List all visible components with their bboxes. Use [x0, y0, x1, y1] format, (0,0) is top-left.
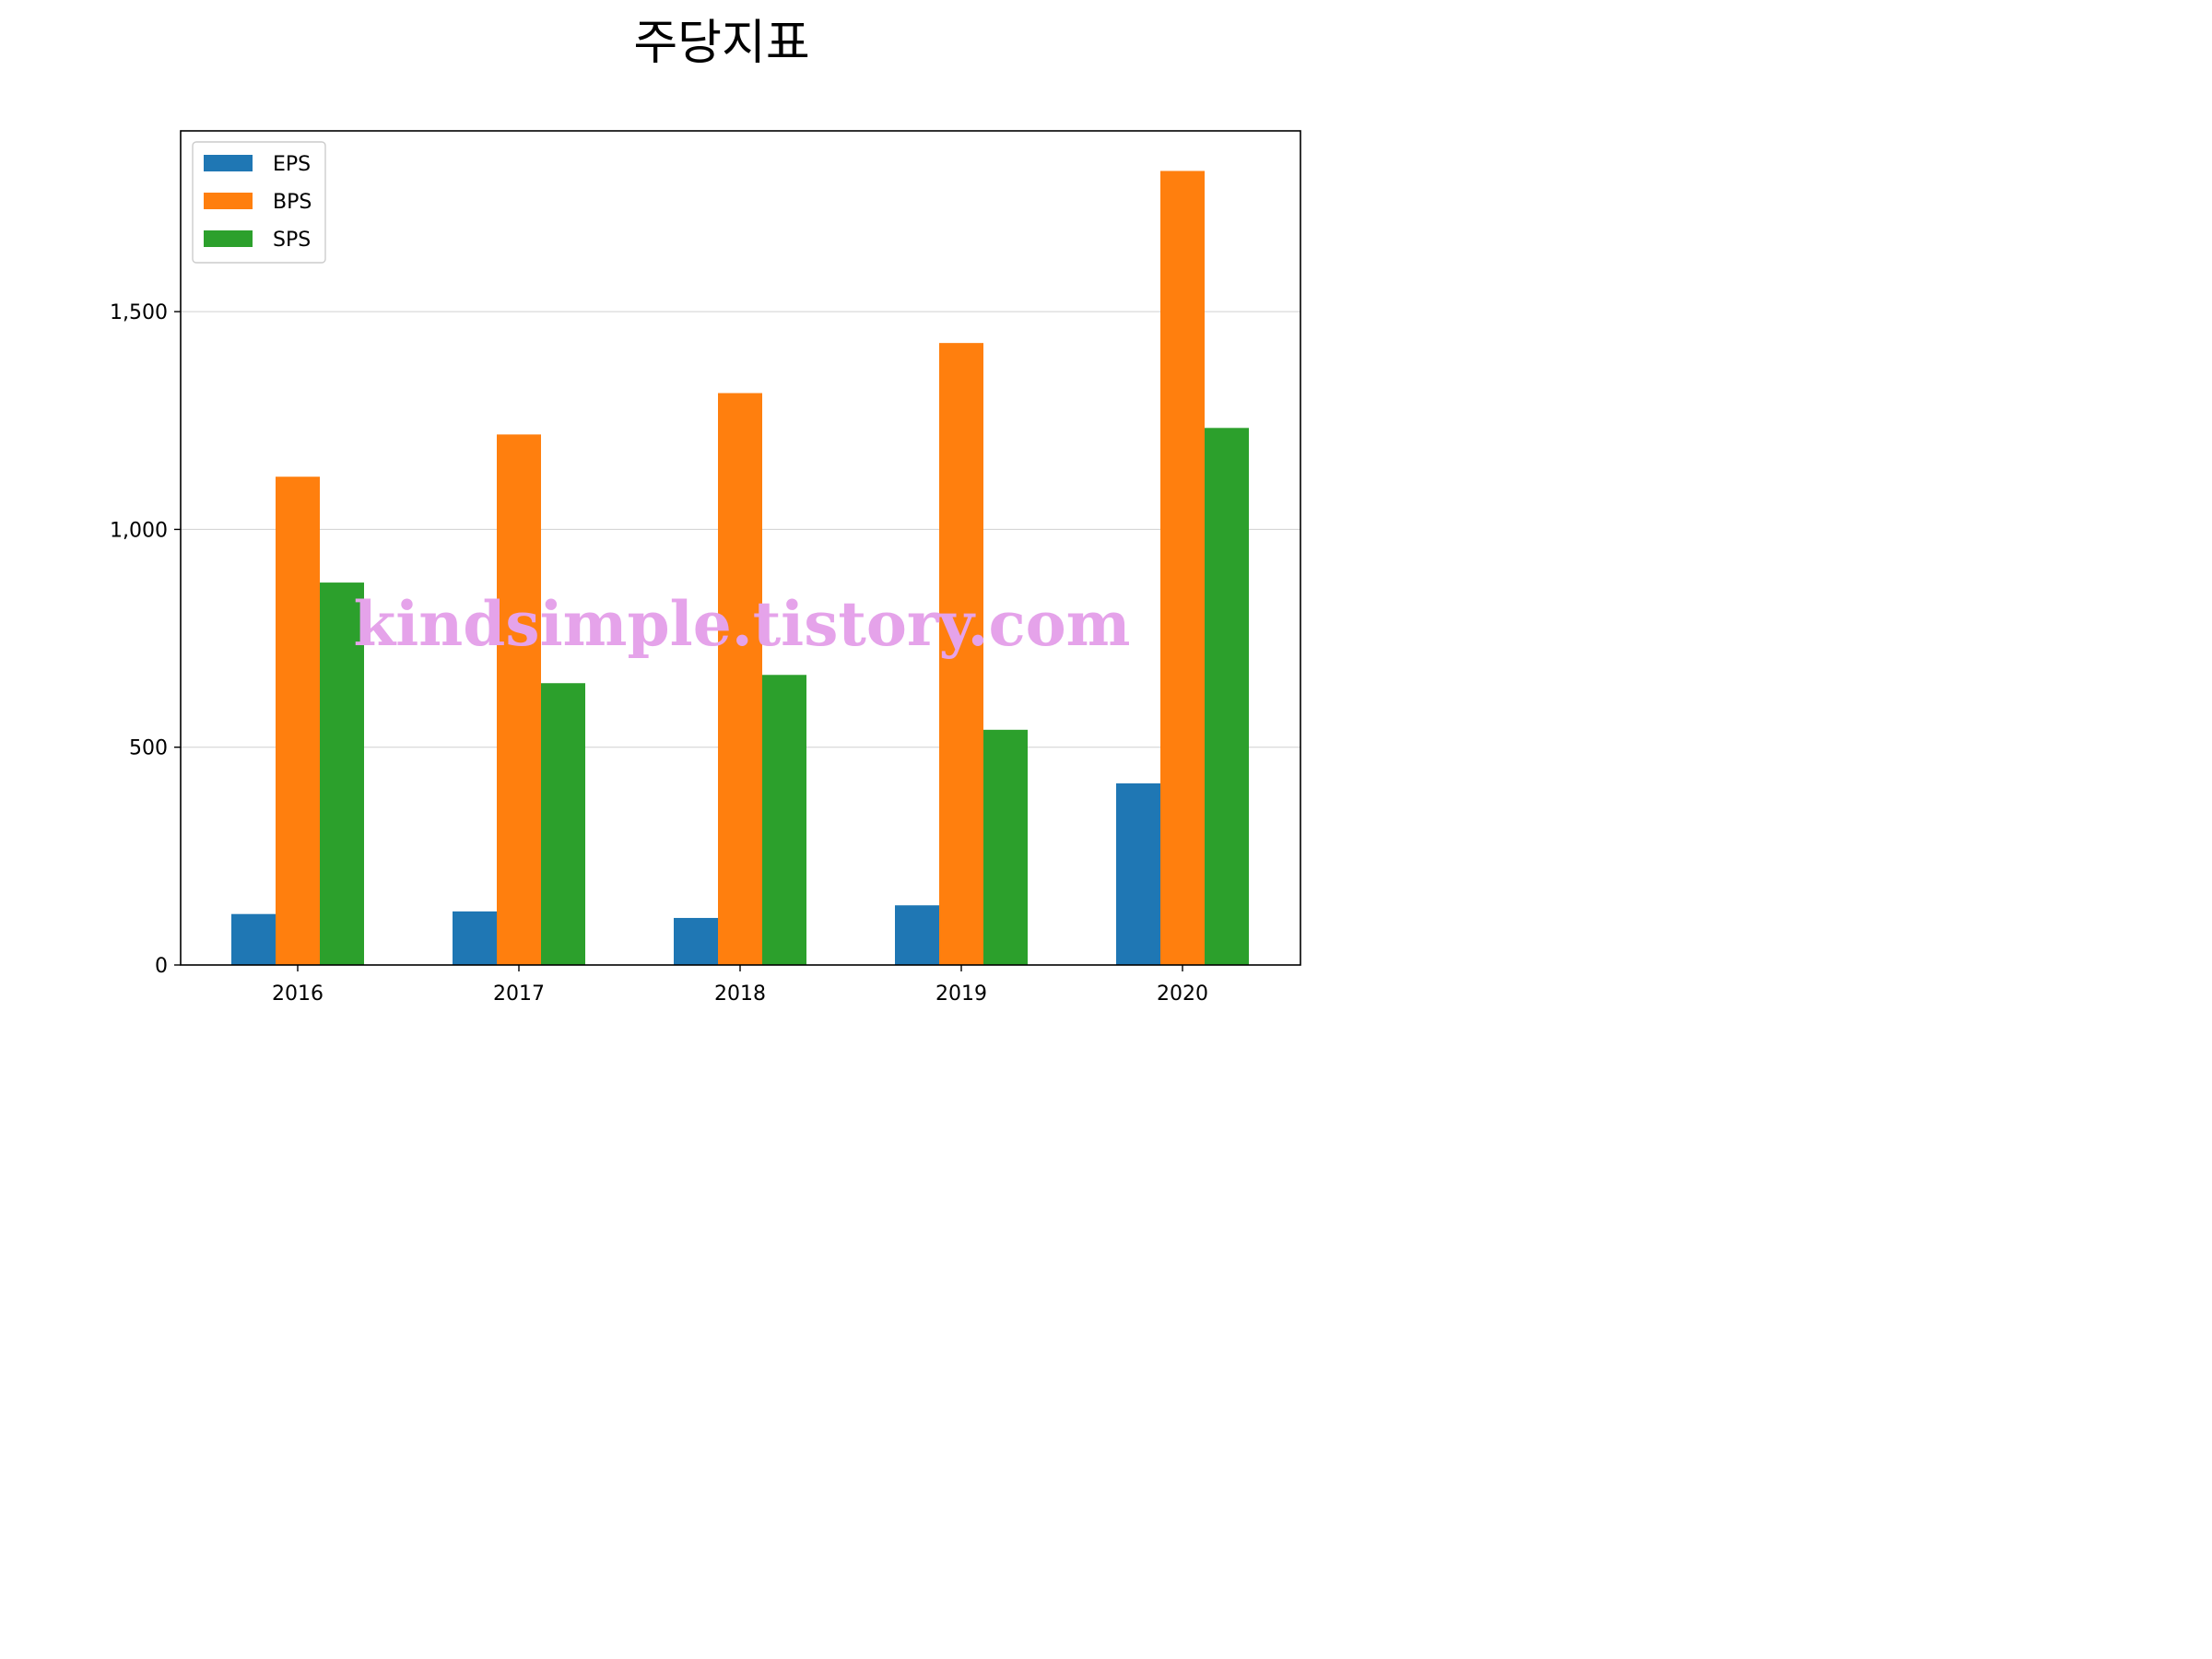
y-axis: 0 500 1,000 1,500 — [110, 301, 181, 978]
bars — [231, 171, 1249, 966]
legend-swatch-sps — [204, 230, 253, 247]
bar-sps-2020 — [1205, 428, 1249, 966]
legend-label-eps: EPS — [273, 153, 311, 176]
watermark-text: kindsimple.tistory.com — [354, 588, 1131, 660]
bar-sps-2017 — [541, 683, 585, 965]
y-tick-label: 1,500 — [110, 301, 168, 324]
legend-label-sps: SPS — [273, 229, 311, 252]
x-tick-label: 2019 — [935, 982, 987, 1006]
bar-eps-2017 — [453, 911, 497, 965]
y-tick-label: 1,000 — [110, 519, 168, 542]
bar-bps-2017 — [497, 434, 541, 966]
bar-eps-2018 — [674, 917, 718, 965]
y-tick-label: 0 — [155, 955, 168, 978]
y-tick-label: 500 — [129, 737, 168, 760]
x-axis: 2016 2017 2018 2019 2020 — [272, 965, 1208, 1006]
chart-title: 주당지표 — [633, 16, 809, 71]
x-tick-label: 2020 — [1157, 982, 1208, 1006]
bar-bps-2020 — [1160, 171, 1205, 966]
x-tick-label: 2016 — [272, 982, 324, 1006]
bar-sps-2018 — [762, 675, 806, 965]
bar-bps-2018 — [718, 393, 762, 965]
legend: EPS BPS SPS — [192, 141, 326, 264]
bar-eps-2019 — [895, 905, 939, 965]
bar-sps-2019 — [983, 729, 1028, 965]
legend-swatch-bps — [204, 193, 253, 209]
x-tick-label: 2017 — [493, 982, 545, 1006]
legend-swatch-eps — [204, 155, 253, 171]
legend-label-bps: BPS — [273, 191, 312, 214]
bar-bps-2019 — [939, 343, 983, 966]
bar-eps-2020 — [1116, 782, 1160, 965]
bar-chart: 주당지표 0 500 1,000 1,500 2016 2017 2018 2019 2020… — [110, 16, 1301, 1006]
x-tick-label: 2018 — [714, 982, 766, 1006]
bar-bps-2016 — [276, 477, 320, 965]
bar-sps-2016 — [320, 582, 364, 965]
bar-eps-2016 — [231, 913, 276, 965]
